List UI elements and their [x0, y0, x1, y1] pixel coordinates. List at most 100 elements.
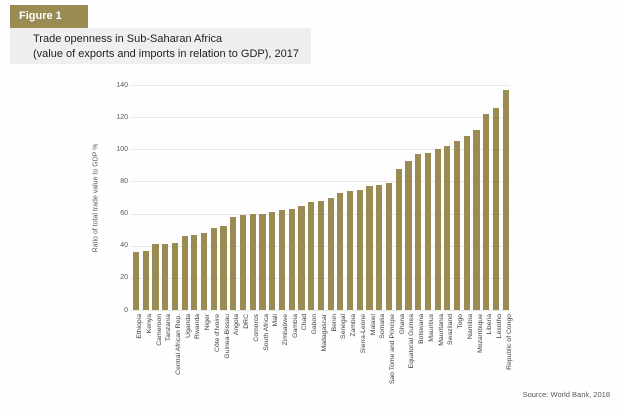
y-tick-label: 20 — [120, 274, 128, 282]
bar — [269, 212, 276, 310]
figure-label: Figure 1 — [19, 10, 62, 22]
gridline — [130, 181, 510, 183]
bar — [132, 252, 140, 310]
country-label: Benin — [330, 314, 338, 332]
bar — [356, 189, 363, 310]
country-label: Gabon — [311, 314, 319, 335]
country-label: Madagascar — [320, 314, 328, 352]
country-label: Botswana — [418, 314, 426, 344]
country-label: Uganda — [184, 314, 192, 338]
bar — [366, 186, 373, 311]
country-label: Mauritania — [437, 314, 445, 346]
bar — [444, 146, 451, 310]
country-label: Swaziland — [447, 314, 455, 345]
bar — [376, 184, 383, 310]
y-tick-label: 100 — [116, 145, 128, 153]
country-label: Niger — [204, 314, 212, 331]
chart-title-line1: Trade openness in Sub-Saharan Africa — [33, 33, 223, 45]
country-label: Togo — [457, 314, 465, 329]
y-tick-label: 120 — [116, 113, 128, 121]
country-label: Gambia — [291, 314, 299, 338]
source-note: Source: World Bank, 2018 — [522, 390, 610, 399]
chart-title-line2: (value of exports and imports in relatio… — [33, 48, 299, 60]
bar — [463, 136, 470, 310]
bar — [230, 216, 237, 310]
country-label: Guinea-Bissau — [223, 314, 231, 359]
bar — [502, 89, 509, 310]
bar — [191, 234, 198, 310]
y-tick-label: 40 — [120, 242, 128, 250]
country-label: Rwanda — [194, 314, 202, 339]
bar — [210, 228, 217, 310]
country-label: Mauritius — [427, 314, 435, 342]
country-label: Equatorial Guinea — [408, 314, 416, 369]
country-label: Mozambique — [476, 314, 484, 353]
country-label: Lesotho — [496, 314, 503, 339]
gridline — [130, 85, 510, 86]
bar — [152, 244, 159, 310]
bar — [337, 192, 344, 310]
bar — [492, 107, 500, 310]
figure-label-box: Figure 1 — [10, 5, 88, 28]
bar — [327, 197, 334, 310]
country-label: Comoros — [252, 314, 260, 342]
bar — [308, 202, 315, 310]
country-label: Somalia — [379, 314, 387, 339]
bar — [259, 213, 266, 310]
country-label: Malawi — [369, 314, 377, 336]
bar — [415, 154, 422, 310]
country-label: Central African Rep. — [174, 314, 182, 375]
country-label: Angola — [233, 314, 241, 336]
y-tick-label: 0 — [124, 306, 128, 314]
bar — [239, 215, 247, 310]
country-label: Namibia — [466, 314, 474, 339]
bar — [434, 149, 441, 310]
country-label: Sao Tome and Principe — [389, 314, 396, 385]
bar — [220, 226, 227, 310]
country-label: Ghana — [398, 314, 406, 335]
country-label: Côte d'Ivoire — [213, 314, 221, 352]
bar — [249, 213, 256, 310]
country-label: Cameroon — [155, 314, 163, 346]
y-axis-title: Ratio of total trade value to GDP % — [92, 143, 100, 253]
bar — [278, 210, 286, 310]
country-label: South Africa — [262, 314, 270, 351]
country-label: Zimbabwe — [282, 314, 289, 346]
bar — [473, 130, 480, 310]
country-label: DRC — [243, 314, 250, 329]
gridline — [130, 117, 510, 119]
country-label: Sierra-Leone — [359, 314, 367, 354]
country-label: Zambia — [350, 314, 358, 337]
bar — [483, 113, 490, 310]
country-label: Tanzania — [165, 314, 173, 342]
bar — [424, 152, 432, 310]
bar — [405, 160, 412, 310]
country-label: Republic of Congo — [505, 314, 513, 370]
bar — [395, 168, 402, 310]
bar — [298, 205, 305, 310]
bar — [453, 141, 461, 311]
country-label: Senegal — [340, 314, 348, 339]
country-label: Chad — [301, 314, 309, 331]
bar — [181, 236, 188, 310]
bar — [162, 244, 169, 310]
bar — [201, 232, 208, 310]
country-label: Mali — [272, 314, 280, 327]
bar — [171, 242, 179, 310]
y-tick-label: 80 — [120, 177, 128, 185]
bar — [385, 183, 393, 310]
country-label: Kenya — [145, 314, 153, 334]
title-band: Trade openness in Sub-Saharan Africa (va… — [10, 28, 311, 64]
y-tick-label: 140 — [116, 81, 128, 89]
bar — [317, 200, 324, 310]
gridline — [130, 149, 510, 151]
y-tick-label: 60 — [120, 210, 128, 218]
country-label: Ethiopia — [136, 314, 143, 339]
bar — [346, 191, 354, 310]
country-label: Liberia — [486, 314, 494, 335]
bar — [142, 250, 149, 310]
bar — [288, 208, 295, 311]
gridline — [130, 310, 510, 311]
